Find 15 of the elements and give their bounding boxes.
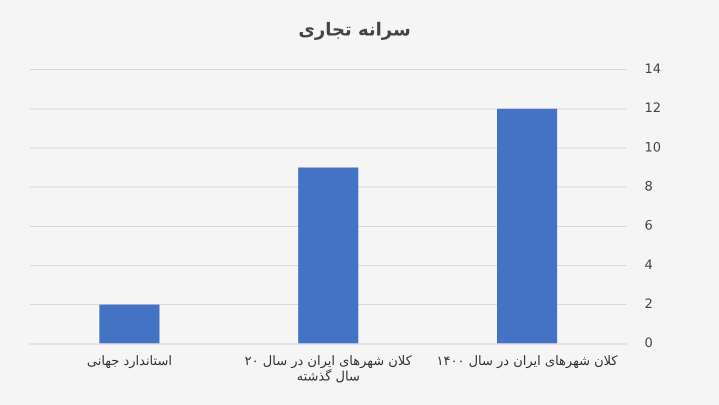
bar [99,304,160,344]
y-tick-label: 12 [644,101,662,116]
x-tick-label: کلان شهرهای ایران در سال ۲۰ سال گذشته [244,354,413,385]
chart-title: سرانه تجاری [298,19,411,40]
y-tick-label: 14 [644,62,662,77]
y-tick-label: 2 [644,297,653,312]
y-tick-label: 8 [644,179,653,194]
x-tick-label: استاندارد جهانی [86,354,172,369]
y-tick-label: 0 [644,336,653,352]
y-tick-label: 4 [644,258,653,273]
y-tick-label: 6 [644,218,653,234]
bar [298,168,358,344]
y-tick-label: 10 [644,140,662,156]
bar [496,108,558,344]
x-tick-label: کلان شهرهای ایران در سال ۱۴۰۰ [436,354,618,369]
